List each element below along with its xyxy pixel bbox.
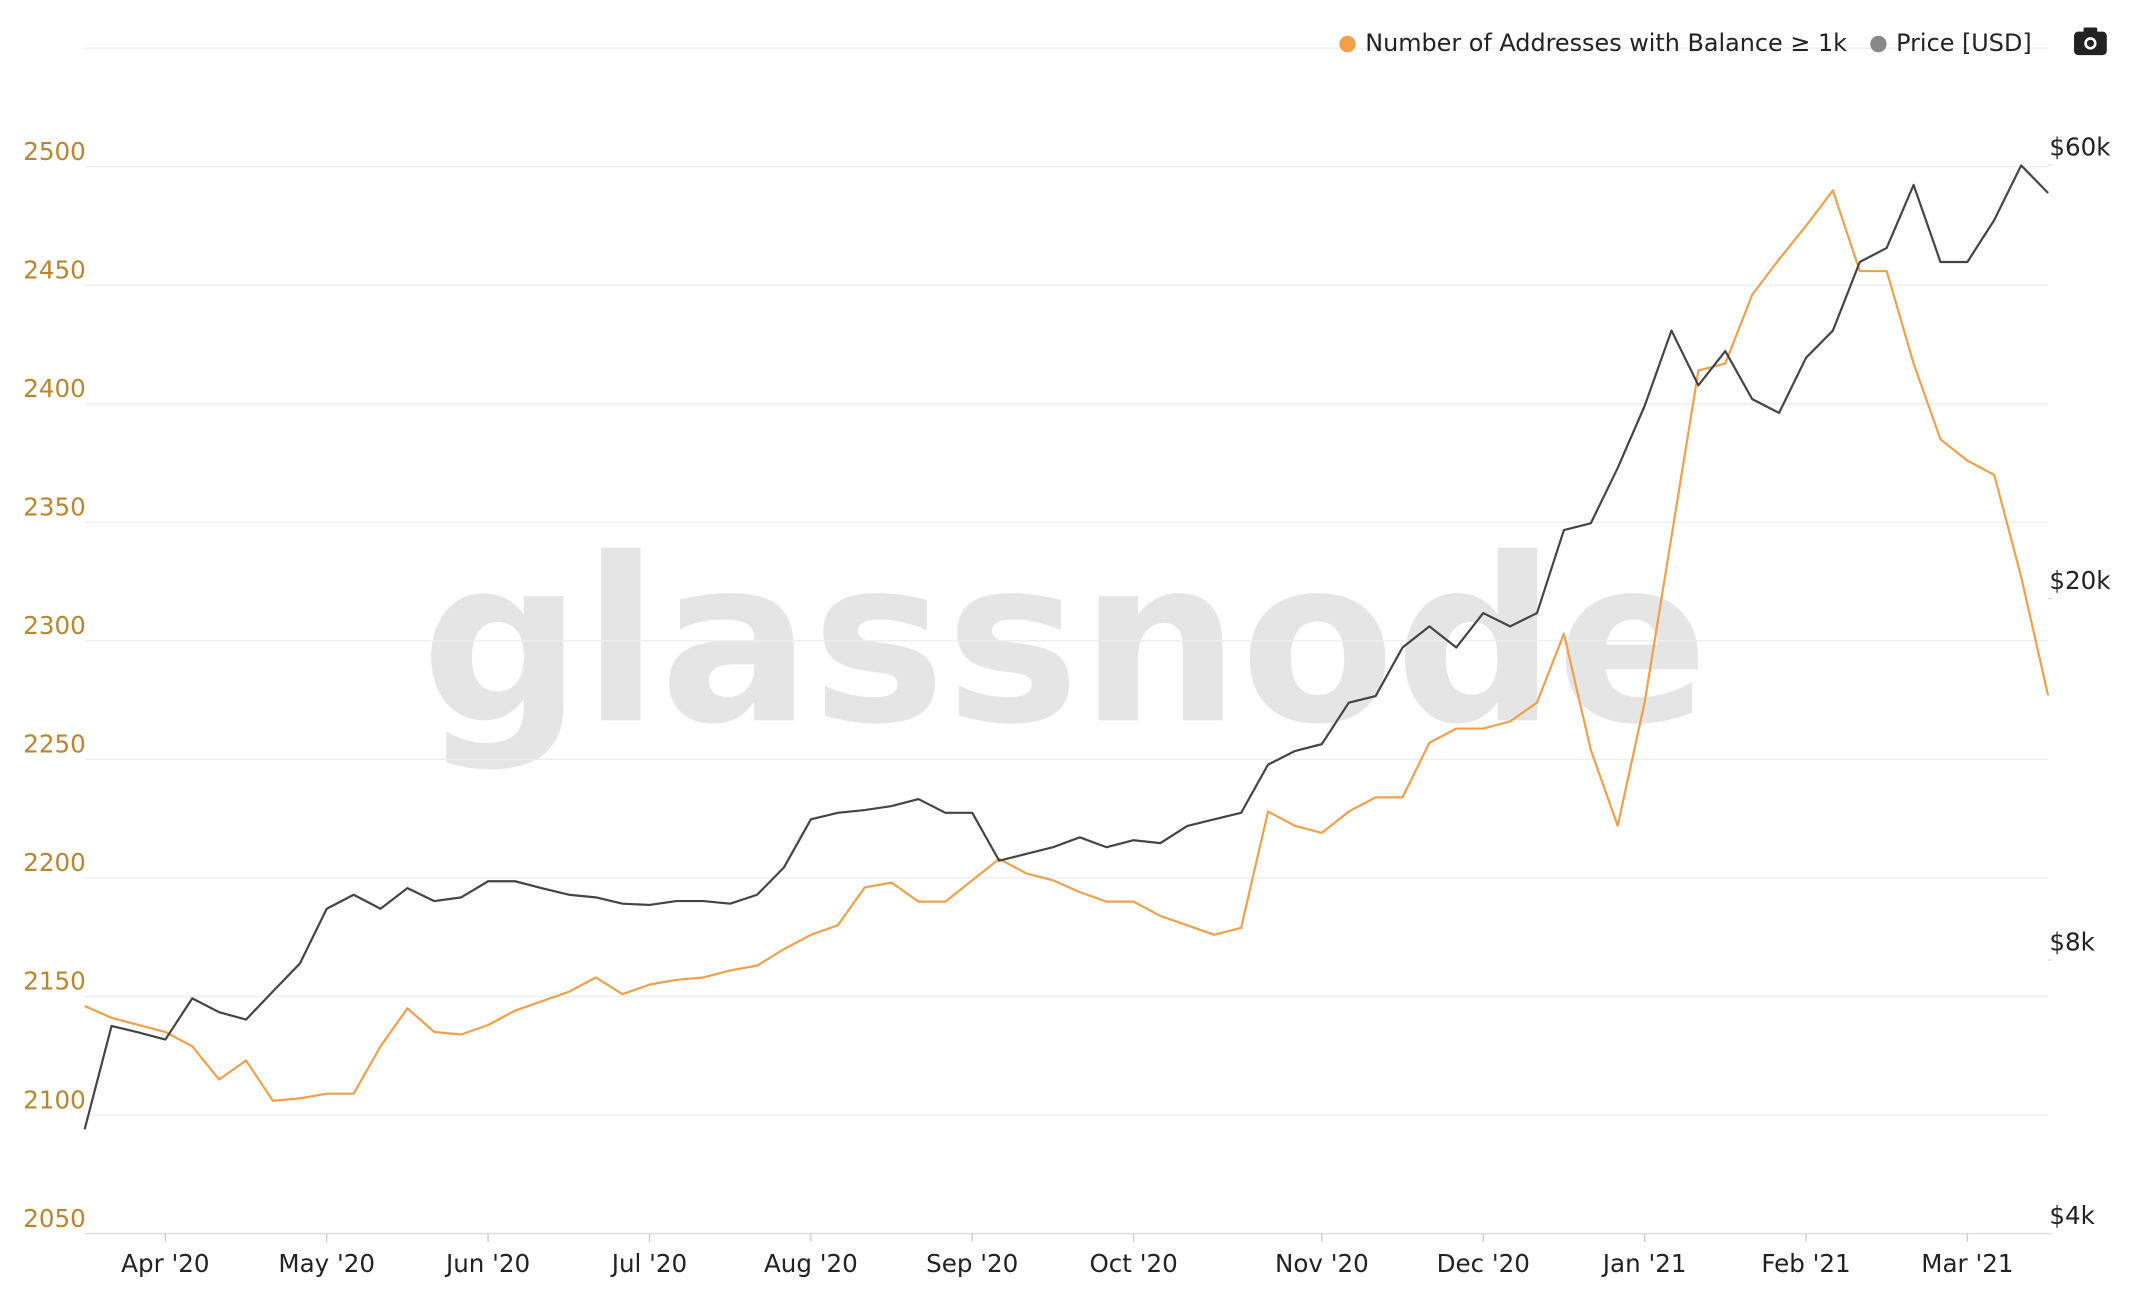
x-tick-label: Jun '20 (444, 1249, 530, 1278)
y-tick-label: 2200 (23, 848, 85, 877)
y2-tick-label: $20k (2049, 566, 2111, 595)
legend-label: Number of Addresses with Balance ≥ 1k (1365, 29, 1847, 57)
y2-tick-label: $8k (2049, 927, 2095, 956)
legend-label: Price [USD] (1896, 29, 2032, 57)
x-tick-label: Dec '20 (1437, 1249, 1530, 1278)
y-tick-label: 2050 (23, 1204, 85, 1233)
y-tick-label: 2400 (23, 374, 85, 403)
y-tick-label: 2350 (23, 492, 85, 521)
legend-swatch (1870, 35, 1887, 53)
x-tick-label: Sep '20 (926, 1249, 1018, 1278)
y-tick-label: 2250 (23, 730, 85, 759)
y2-tick-label: $4k (2049, 1201, 2095, 1230)
x-tick-label: Oct '20 (1089, 1249, 1177, 1278)
x-tick-label: Apr '20 (121, 1249, 209, 1278)
y-tick-label: 2300 (23, 611, 85, 640)
y-tick-label: 2150 (23, 967, 85, 996)
y-tick-label: 2100 (23, 1085, 85, 1114)
camera-top[interactable] (2083, 27, 2098, 35)
x-tick-label: Feb '21 (1761, 1249, 1850, 1278)
x-tick-label: May '20 (278, 1249, 375, 1278)
y-tick-label: 2500 (23, 137, 85, 166)
y2-tick-label: $60k (2049, 133, 2111, 162)
x-tick-label: Aug '20 (764, 1249, 858, 1278)
series-line (83, 164, 2049, 1130)
watermark: glassnode (421, 510, 1709, 774)
series-line (84, 189, 2050, 1102)
x-tick-label: Jul '20 (610, 1249, 687, 1278)
y-tick-label: 2450 (23, 255, 85, 284)
camera-icon[interactable] (2074, 27, 2107, 56)
x-tick-label: Jan '21 (1601, 1249, 1687, 1278)
camera-lens-inner[interactable] (2086, 39, 2094, 47)
x-tick-label: Mar '21 (1921, 1249, 2013, 1278)
legend-swatch (1339, 35, 1356, 53)
x-tick-label: Nov '20 (1275, 1249, 1369, 1278)
